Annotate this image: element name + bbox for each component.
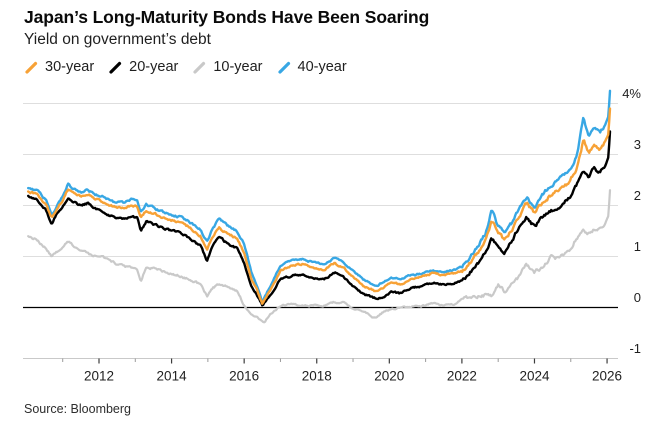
y-tick-label-3: 3: [634, 137, 641, 152]
x-tick-label-2012: 2012: [84, 369, 114, 384]
x-tick-label-2020: 2020: [374, 369, 404, 384]
x-tick-label-2018: 2018: [302, 369, 332, 384]
y-tick-label--1: -1: [629, 341, 641, 356]
legend-label: 10-year: [213, 59, 263, 75]
legend-slash-icon-40-year: [277, 61, 290, 74]
series-line-30-year: [27, 107, 612, 305]
y-tick-label-4%: 4%: [622, 86, 641, 101]
legend-item-20-year: 20-year: [108, 59, 178, 75]
y-tick-label-0: 0: [634, 290, 641, 305]
legend-slash-icon-20-year: [109, 61, 122, 74]
legend: 30-year 20-year 10-year 40-year: [24, 58, 361, 76]
legend-slash-icon-30-year: [25, 61, 38, 74]
chart-subtitle: Yield on government’s debt: [24, 31, 211, 48]
y-tick-label-1: 1: [634, 239, 641, 254]
series-line-40-year: [27, 89, 612, 304]
x-tick-label-2014: 2014: [157, 369, 188, 384]
legend-item-30-year: 30-year: [24, 59, 94, 75]
legend-item-40-year: 40-year: [277, 59, 347, 75]
legend-label: 20-year: [129, 59, 179, 75]
legend-slash-icon-10-year: [193, 61, 206, 74]
source-note: Source: Bloomberg: [24, 402, 132, 416]
chart-title: Japan’s Long-Maturity Bonds Have Been So…: [24, 7, 430, 27]
series-line-10-year: [27, 189, 612, 324]
x-tick-label-2016: 2016: [229, 369, 259, 384]
legend-item-10-year: 10-year: [192, 59, 263, 75]
legend-label: 30-year: [45, 59, 95, 75]
x-tick-label-2022: 2022: [447, 369, 477, 384]
series-line-20-year: [27, 130, 612, 307]
x-tick-label-2024: 2024: [519, 369, 550, 384]
y-tick-label-2: 2: [634, 188, 641, 203]
x-tick-label-2026: 2026: [592, 369, 622, 384]
legend-label: 40-year: [297, 59, 347, 75]
